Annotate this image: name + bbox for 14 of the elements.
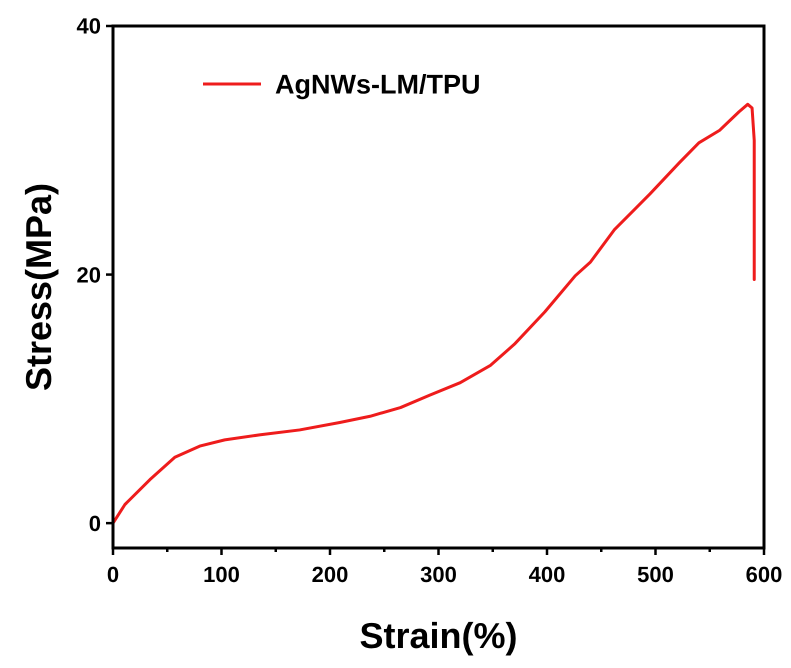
line-series [112,102,756,525]
y-tick-label: 20 [76,262,101,288]
x-tick-label: 400 [528,562,566,587]
x-tick-label: 0 [106,562,120,587]
x-tick-label: 600 [746,562,782,587]
y-tick-label: 0 [88,510,101,536]
y-axis-title: Stress(MPa) [18,182,59,392]
legend-label: AgNWs-LM/TPU [275,69,480,100]
x-tick-label: 100 [203,562,240,587]
x-tick-label: 200 [312,562,348,587]
x-axis-title: Strain(%) [359,615,518,656]
y-tick-label: 40 [76,14,101,39]
x-tick-label: 300 [420,562,457,587]
x-tick-label: 500 [637,562,674,587]
